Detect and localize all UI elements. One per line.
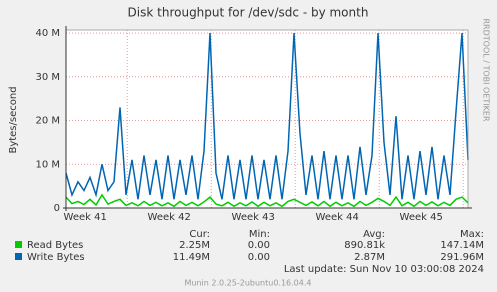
y-tick-label: 40 M — [35, 28, 60, 39]
x-tick-label: Week 41 — [64, 212, 107, 223]
x-tick-label: Week 42 — [148, 212, 191, 223]
stat-value: 0.00 — [248, 240, 270, 251]
stat-value: 11.49M — [173, 252, 210, 263]
stat-header: Avg: — [363, 229, 385, 240]
legend-label: Write Bytes — [27, 252, 85, 263]
side-text: RRDTOOL / TOBI OETIKER — [482, 18, 491, 121]
legend-label: Read Bytes — [27, 240, 83, 251]
y-axis-label: Bytes/second — [8, 86, 19, 153]
chart-title: Disk throughput for /dev/sdc - by month — [128, 6, 369, 20]
stat-header: Cur: — [189, 229, 210, 240]
legend-swatch — [15, 241, 22, 248]
series-line — [65, 33, 469, 200]
stat-value: 147.14M — [440, 240, 484, 251]
legend-swatch — [15, 253, 22, 260]
stat-value: 0.00 — [248, 252, 270, 263]
stat-value: 2.87M — [354, 252, 385, 263]
last-update: Last update: Sun Nov 10 03:00:08 2024 — [284, 264, 484, 275]
x-tick-label: Week 43 — [232, 212, 275, 223]
stat-header: Min: — [249, 229, 270, 240]
y-tick-label: 20 M — [35, 116, 60, 127]
x-tick-label: Week 44 — [316, 212, 359, 223]
y-tick-label: 30 M — [35, 72, 60, 83]
stat-header: Max: — [460, 229, 484, 240]
stat-value: 890.81k — [344, 240, 385, 251]
stat-value: 291.96M — [440, 252, 484, 263]
y-tick-label: 10 M — [35, 159, 60, 170]
x-tick-label: Week 45 — [400, 212, 443, 223]
y-tick-label: 0 — [54, 203, 60, 214]
series-line — [65, 193, 469, 208]
footer: Munin 2.0.25-2ubuntu0.16.04.4 — [185, 279, 312, 288]
stat-value: 2.25M — [179, 240, 210, 251]
